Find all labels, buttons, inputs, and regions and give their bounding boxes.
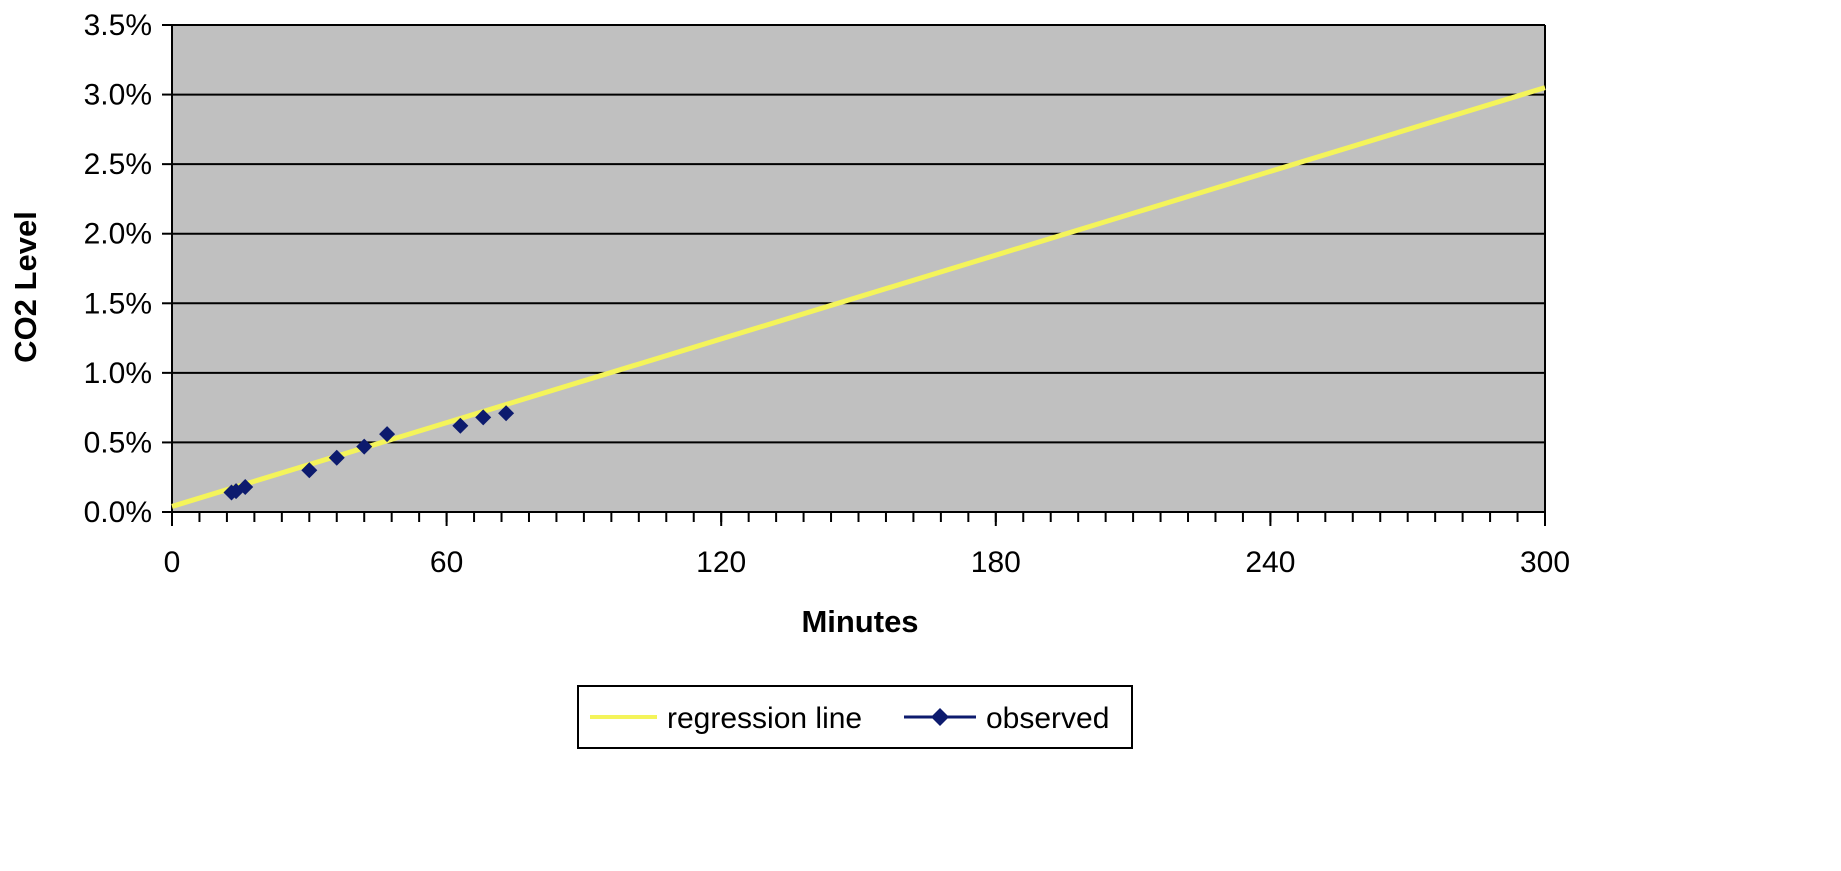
observed-point <box>237 478 254 495</box>
y-tick-label: 0.5% <box>84 426 152 459</box>
y-axis-title: CO2 Level <box>8 211 43 363</box>
observed-point <box>379 426 396 443</box>
legend-observed-marker <box>931 708 949 726</box>
y-tick-label: 3.0% <box>84 79 152 112</box>
gridlines <box>172 24 1545 444</box>
observed-point <box>301 462 318 479</box>
y-tick-label: 2.5% <box>84 148 152 181</box>
y-tick-label: 2.0% <box>84 218 152 251</box>
observed-point <box>475 409 492 426</box>
y-tick-label: 3.5% <box>84 9 152 42</box>
y-tick-label: 1.5% <box>84 287 152 320</box>
observed-point <box>452 417 469 434</box>
legend-box <box>577 685 1133 749</box>
observed-point <box>356 438 373 455</box>
x-axis-title: Minutes <box>801 604 918 639</box>
observed-point <box>328 449 345 466</box>
y-tick-label: 0.0% <box>84 496 152 529</box>
x-axis-ticks: 0 60 120 180 240 300 <box>164 512 1570 579</box>
series-group <box>171 85 1546 509</box>
legend-observed-label: observed <box>986 702 1109 735</box>
x-tick-label: 240 <box>1245 546 1295 579</box>
plot-area <box>172 25 1545 512</box>
observed-point <box>498 405 515 422</box>
regression-line <box>171 85 1546 509</box>
y-tick-label: 1.0% <box>84 357 152 390</box>
y-axis-ticks: 0.0% 0.5% 1.0% 1.5% 2.0% 2.5% 3.0% 3.5% <box>84 9 172 529</box>
x-tick-label: 300 <box>1520 546 1570 579</box>
x-tick-label: 120 <box>696 546 746 579</box>
x-tick-label: 180 <box>971 546 1021 579</box>
x-tick-label: 0 <box>164 546 181 579</box>
legend-regression-label: regression line <box>667 702 862 735</box>
x-tick-label: 60 <box>430 546 463 579</box>
legend: regression line observed <box>577 685 1133 749</box>
